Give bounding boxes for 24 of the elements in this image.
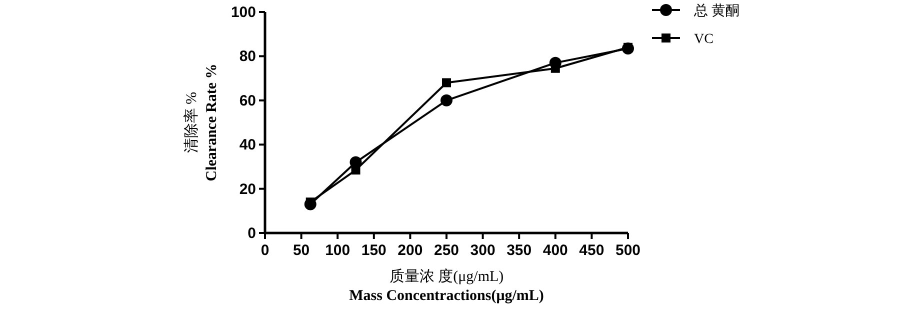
y-tick-label: 20: [239, 180, 256, 198]
x-tick-label: 300: [470, 242, 496, 259]
x-tick-label: 100: [325, 242, 350, 259]
x-tick-label: 250: [434, 242, 460, 259]
x-tick-label: 0: [260, 242, 270, 259]
y-tick-label: 40: [239, 136, 256, 154]
y-tick-label: 80: [239, 48, 256, 66]
x-tick-label: 50: [292, 242, 310, 259]
x-axis-title: 质量浓 度(μg/mL) Mass Concentractions(μg/mL): [349, 268, 544, 304]
y-tick-label: 100: [230, 4, 256, 21]
y-tick-label: 60: [239, 92, 256, 110]
x-tick-label: 350: [506, 242, 532, 259]
legend-label: VC: [694, 32, 714, 47]
legend-label: 总 黄酮: [693, 3, 740, 19]
point: [440, 94, 452, 106]
x-tick-label: 500: [615, 242, 641, 259]
point: [351, 166, 360, 175]
point: [442, 78, 451, 88]
x-tick-label: 450: [579, 242, 604, 259]
y-tick-label: 0: [248, 225, 256, 242]
x-tick-label: 400: [542, 242, 568, 259]
y-axis-title: 清除率 % Clearance Rate %: [183, 64, 220, 182]
x-tick-label: 200: [398, 242, 423, 259]
x-tick-label: 150: [361, 242, 386, 259]
